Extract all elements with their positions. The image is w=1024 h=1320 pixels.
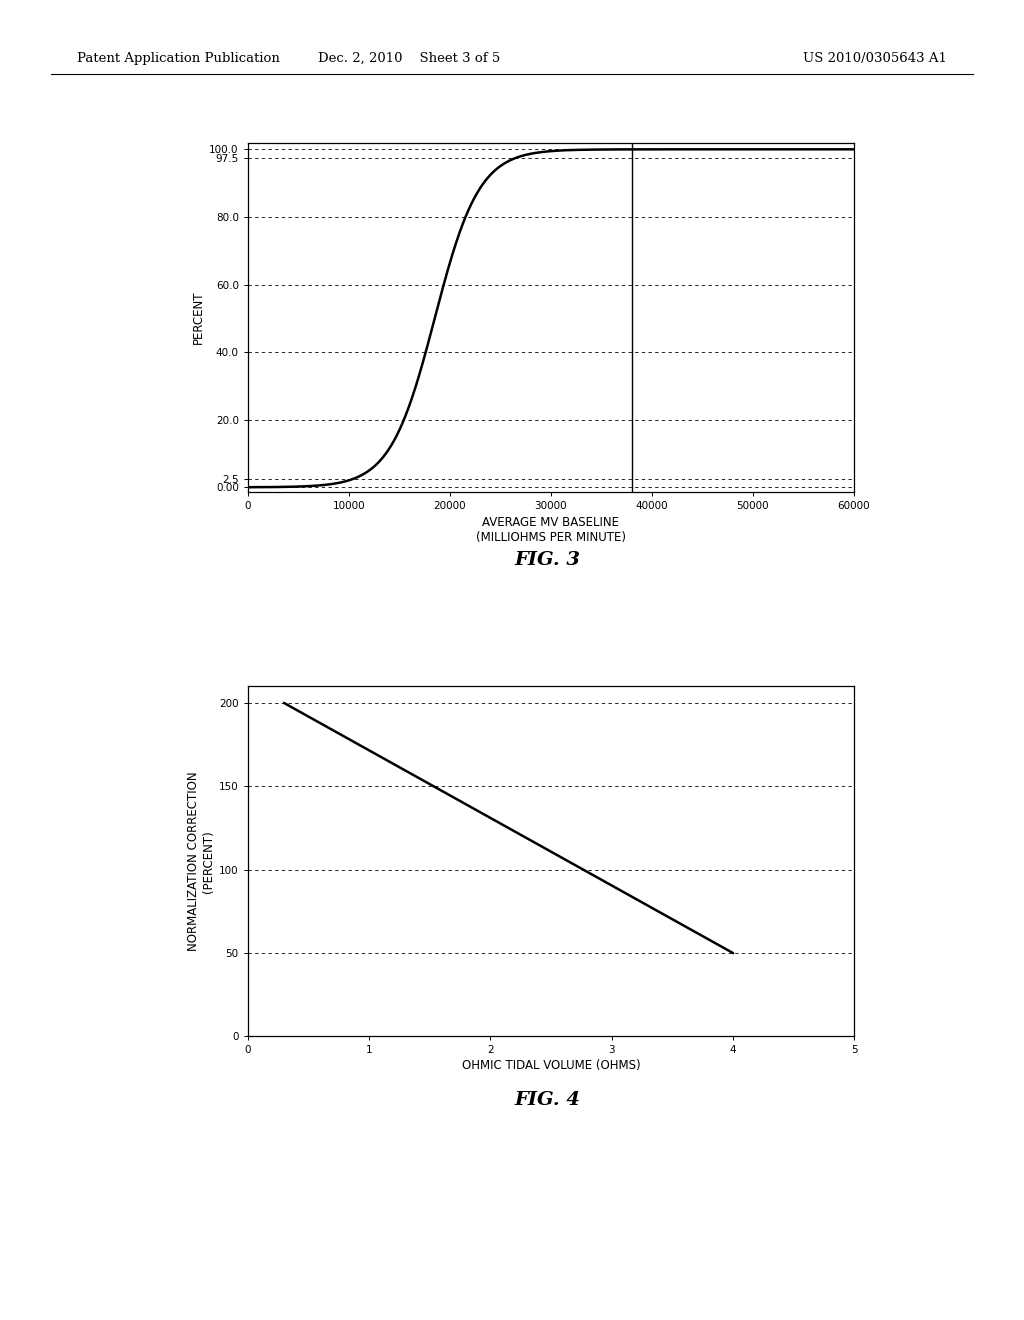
Text: FIG. 3: FIG. 3 <box>515 550 581 569</box>
Text: FIG. 4: FIG. 4 <box>515 1090 581 1109</box>
X-axis label: AVERAGE MV BASELINE
(MILLIOHMS PER MINUTE): AVERAGE MV BASELINE (MILLIOHMS PER MINUT… <box>476 516 626 544</box>
Y-axis label: NORMALIZATION CORRECTION
(PERCENT): NORMALIZATION CORRECTION (PERCENT) <box>186 771 215 952</box>
Text: Dec. 2, 2010    Sheet 3 of 5: Dec. 2, 2010 Sheet 3 of 5 <box>318 51 501 65</box>
Text: Patent Application Publication: Patent Application Publication <box>77 51 280 65</box>
Y-axis label: PERCENT: PERCENT <box>193 290 205 345</box>
X-axis label: OHMIC TIDAL VOLUME (OHMS): OHMIC TIDAL VOLUME (OHMS) <box>462 1060 640 1072</box>
Text: US 2010/0305643 A1: US 2010/0305643 A1 <box>803 51 947 65</box>
